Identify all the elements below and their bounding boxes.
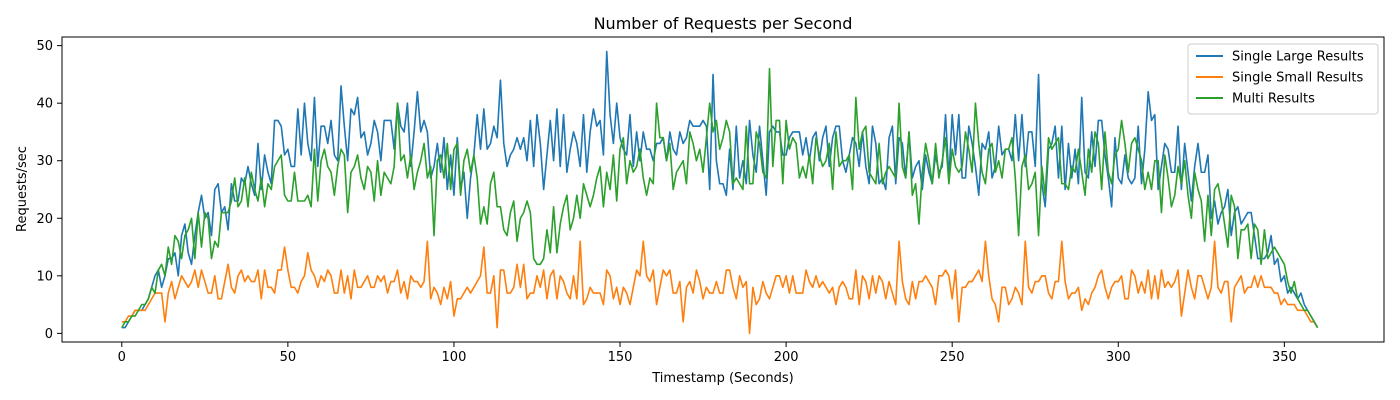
chart-title: Number of Requests per Second [594,14,853,33]
legend-box [1187,43,1379,115]
y-tick-label: 40 [36,97,53,112]
x-tick-label: 350 [1272,350,1297,365]
y-tick-label: 20 [36,212,53,227]
legend-label: Multi Results [1232,92,1315,107]
legend-label: Single Large Results [1232,50,1364,65]
x-axis-label: Timestamp (Seconds) [651,371,793,386]
y-axis-ticks: 0 10 20 30 40 50 [36,39,62,342]
series-line-multi-results [121,67,1319,329]
series-line-single-small-results [121,240,1319,335]
y-tick-label: 0 [45,327,53,342]
x-axis-ticks: 0 50 100 150 200 250 300 350 [118,342,1297,365]
x-tick-label: 150 [608,350,633,365]
y-tick-label: 50 [36,39,53,54]
legend: Single Large Results Single Small Results… [1187,43,1379,115]
series-line-single-large-results [121,50,1319,329]
legend-label: Single Small Results [1232,71,1364,86]
x-tick-label: 100 [442,350,467,365]
x-tick-label: 300 [1106,350,1131,365]
x-tick-label: 250 [940,350,965,365]
y-tick-label: 10 [36,269,53,284]
x-tick-label: 0 [118,350,126,365]
x-tick-label: 200 [774,350,799,365]
y-tick-label: 30 [36,154,53,169]
y-axis-label: Requests/sec [15,146,30,232]
series-layer [121,50,1319,335]
x-tick-label: 50 [280,350,297,365]
plot-frame [61,36,1385,343]
